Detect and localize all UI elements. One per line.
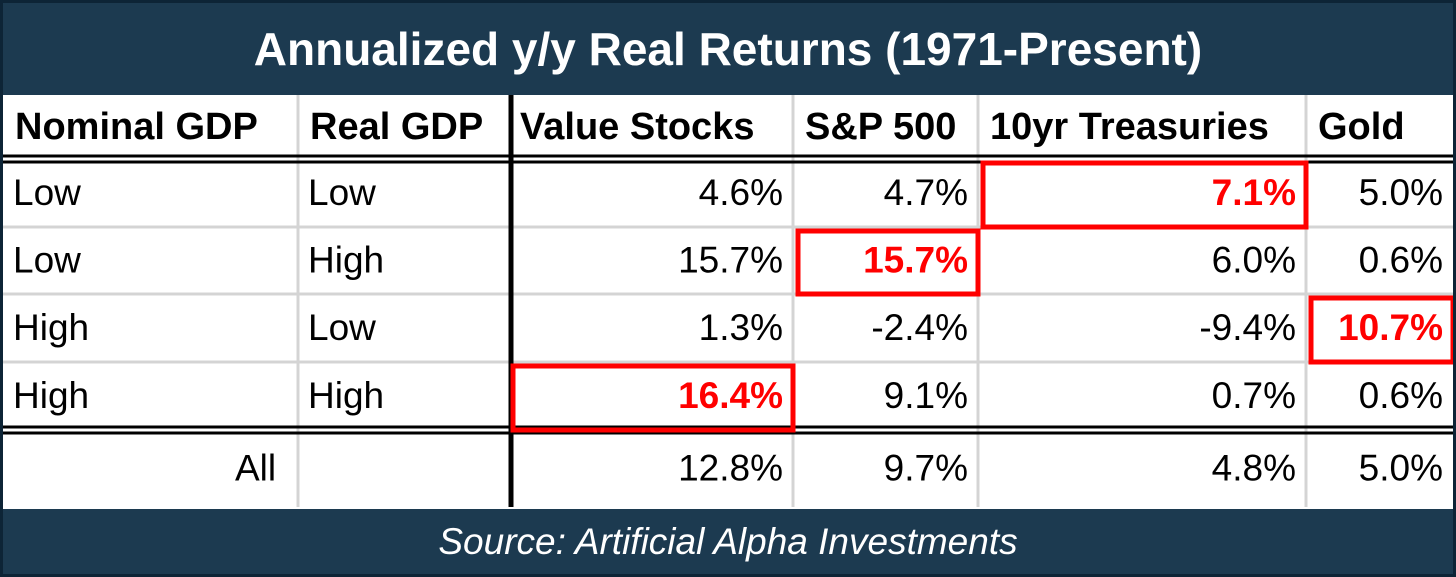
total-row-label: All	[235, 447, 276, 488]
total-return-cell: 4.8%	[1212, 447, 1296, 488]
real-gdp-cell: High	[308, 375, 384, 416]
nominal-gdp-cell: High	[13, 375, 89, 416]
return-cell: 0.7%	[1212, 375, 1296, 416]
return-cell: 15.7%	[678, 239, 783, 280]
return-cell: 4.7%	[884, 172, 968, 213]
return-cell: -9.4%	[1199, 307, 1296, 348]
total-return-cell: 5.0%	[1359, 447, 1443, 488]
nominal-gdp-cell: High	[13, 307, 89, 348]
column-header: Value Stocks	[520, 106, 754, 148]
real-gdp-cell: Low	[308, 172, 376, 213]
column-header: Nominal GDP	[15, 106, 258, 148]
return-cell: 9.1%	[884, 375, 968, 416]
return-cell: 1.3%	[699, 307, 783, 348]
highlight-box	[1308, 295, 1453, 365]
chart-title: Annualized y/y Real Returns (1971-Presen…	[3, 3, 1453, 95]
real-gdp-cell: Low	[308, 307, 376, 348]
total-return-cell: 9.7%	[884, 447, 968, 488]
column-header: S&P 500	[805, 106, 956, 148]
total-return-cell: 12.8%	[678, 447, 783, 488]
best-return-cell: 10.7%	[1338, 307, 1443, 348]
return-cell: 6.0%	[1212, 239, 1296, 280]
best-return-cell: 7.1%	[1212, 172, 1296, 213]
nominal-gdp-cell: Low	[13, 172, 81, 213]
return-cell: 0.6%	[1359, 239, 1443, 280]
highlight-box	[510, 363, 796, 433]
highlight-box	[795, 228, 981, 297]
source-note: Source: Artificial Alpha Investments	[3, 509, 1453, 574]
best-return-cell: 16.4%	[678, 375, 783, 416]
return-cell: 4.6%	[699, 172, 783, 213]
column-header: Gold	[1318, 106, 1405, 148]
return-cell: -2.4%	[871, 307, 968, 348]
return-cell: 5.0%	[1359, 172, 1443, 213]
return-cell: 0.6%	[1359, 375, 1443, 416]
highlight-box	[980, 160, 1309, 230]
best-return-cell: 15.7%	[863, 239, 968, 280]
column-header: Real GDP	[310, 106, 483, 148]
returns-table: Nominal GDP Real GDP Value Stocks S&P 500 10…	[3, 95, 1453, 507]
real-gdp-cell: High	[308, 239, 384, 280]
nominal-gdp-cell: Low	[13, 239, 81, 280]
column-header: 10yr Treasuries	[990, 106, 1269, 148]
